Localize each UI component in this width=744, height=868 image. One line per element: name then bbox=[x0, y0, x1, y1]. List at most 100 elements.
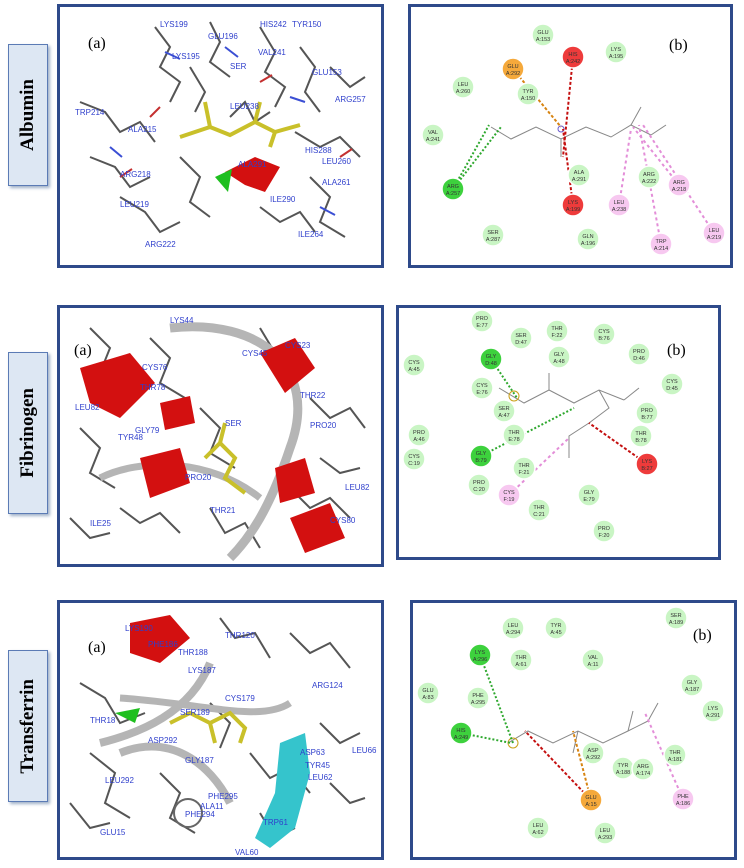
residue-chain: E:79 bbox=[583, 497, 594, 503]
panel-b-label: (b) bbox=[693, 627, 712, 644]
panel-b-label: (b) bbox=[669, 37, 688, 54]
residue-chain: A:187 bbox=[685, 687, 699, 693]
residue-chain: A:83 bbox=[422, 695, 433, 701]
residue-name: LYS bbox=[568, 200, 578, 206]
residue-label: SER bbox=[230, 62, 247, 71]
interaction-line bbox=[452, 126, 502, 190]
residue-name: THR bbox=[551, 326, 562, 332]
residue-chain: E:77 bbox=[476, 323, 487, 329]
fibrinogen-3d-structure: LYS44 CYS45 CYS23 CYS76 THR78 THR22 LEU82 GLY79… bbox=[69, 316, 370, 562]
residue-name: TYR bbox=[523, 89, 534, 95]
residue-name: GLU bbox=[585, 795, 596, 801]
residue-chain: F:19 bbox=[503, 497, 514, 503]
residue-name: PRO bbox=[641, 408, 654, 414]
residue-chain: A:295 bbox=[471, 700, 485, 706]
residue-label: ALA11 bbox=[200, 802, 224, 811]
residue-name: LEU bbox=[508, 623, 519, 629]
residue-name: CYS bbox=[666, 379, 678, 385]
residue-name: ARG bbox=[447, 184, 459, 190]
residue-chain: D:46 bbox=[633, 356, 645, 362]
residue-chain: A:238 bbox=[612, 207, 626, 213]
residue-label: TRP214 bbox=[75, 108, 105, 117]
residue-label: ASP292 bbox=[148, 736, 178, 745]
residue-name: PHE bbox=[677, 794, 689, 800]
albumin-strand bbox=[215, 169, 232, 192]
residue-chain: A:48 bbox=[553, 359, 564, 365]
residue-name: PHE bbox=[472, 693, 484, 699]
residue-name: LEU bbox=[614, 200, 625, 206]
residue-label: PRO20 bbox=[310, 421, 337, 430]
residue-label: PRO20 bbox=[185, 473, 212, 482]
residue-label: THR78 bbox=[140, 383, 166, 392]
residue-chain: A:150 bbox=[521, 96, 535, 102]
transferrin-cyan-helix bbox=[255, 733, 310, 848]
residue-label: TYR150 bbox=[292, 20, 322, 29]
residue-chain: D:45 bbox=[666, 386, 678, 392]
fibrinogen-coil bbox=[169, 322, 303, 562]
residue-label: TYR45 bbox=[305, 761, 330, 770]
residue-chain: A:174 bbox=[636, 771, 650, 777]
residue-name: PRO bbox=[598, 526, 611, 532]
residue-label: LEU238 bbox=[230, 102, 259, 111]
residue-label: GLU15 bbox=[100, 828, 126, 837]
residue-chain: A:291 bbox=[572, 177, 586, 183]
residue-label: LYS190 bbox=[125, 624, 153, 633]
residue-chain: B:79 bbox=[475, 458, 486, 464]
interaction-line bbox=[480, 407, 575, 457]
residue-name: CYS bbox=[503, 490, 515, 496]
row-label-text: Transferrin bbox=[17, 678, 38, 774]
residue-name: LYS bbox=[611, 47, 621, 53]
residue-label: LYS195 bbox=[172, 52, 200, 61]
residue-chain: D:48 bbox=[485, 361, 497, 367]
residue-name: PRO bbox=[413, 430, 426, 436]
residue-chain: A:242 bbox=[566, 59, 580, 65]
residue-name: LEU bbox=[709, 228, 720, 234]
residue-label: ALA215 bbox=[128, 125, 157, 134]
residue-chain: C:19 bbox=[408, 461, 420, 467]
residue-chain: A:181 bbox=[668, 757, 682, 763]
residue-label: ILE264 bbox=[298, 230, 324, 239]
residue-label: PHE186 bbox=[148, 640, 178, 649]
residue-chain: A:257 bbox=[446, 191, 460, 197]
transferrin-ligand bbox=[169, 710, 248, 744]
residue-chain: F:20 bbox=[598, 533, 609, 539]
residue-label: TRP61 bbox=[263, 818, 288, 827]
residue-chain: A:188 bbox=[616, 770, 630, 776]
residue-name: SER bbox=[670, 613, 681, 619]
residue-name: TRP bbox=[656, 239, 667, 245]
residue-chain: A:260 bbox=[456, 89, 470, 95]
residue-label: ALA291 bbox=[238, 160, 267, 169]
residue-label: LEU219 bbox=[120, 200, 149, 209]
residue-label: TYR48 bbox=[118, 433, 143, 442]
row-label-albumin: Albumin bbox=[8, 44, 48, 186]
albumin-3d-structure: LYS199 GLU196 HIS242 TYR150 LYS195 VAL241 SER G… bbox=[75, 20, 366, 249]
residue-name: VAL bbox=[588, 655, 598, 661]
interaction-line bbox=[588, 422, 648, 465]
residue-name: ARG bbox=[643, 172, 655, 178]
residue-label: CYS76 bbox=[142, 363, 168, 372]
